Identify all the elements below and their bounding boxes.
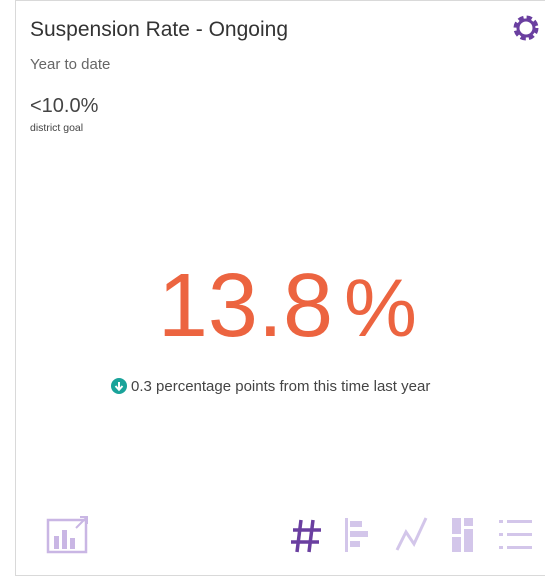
change-text: 0.3 percentage points from this time las… <box>131 378 430 395</box>
metric-value: 13.8 <box>158 256 333 356</box>
change-icon <box>111 378 127 394</box>
metric-unit: % <box>344 263 417 354</box>
list-view-icon[interactable] <box>499 520 532 549</box>
goal: <10.0% <box>30 95 99 117</box>
stacked-view-icon[interactable] <box>452 518 473 552</box>
goal-label: district goal <box>30 122 83 134</box>
card-border <box>15 0 545 576</box>
settings-icon[interactable] <box>513 15 539 41</box>
line-view-icon[interactable] <box>395 517 428 551</box>
export-chart-icon[interactable] <box>46 516 88 554</box>
bar-view-icon[interactable] <box>345 518 368 552</box>
period: Year to date <box>30 56 110 73</box>
number-view-icon[interactable] <box>291 519 321 553</box>
card-title: Suspension Rate - Ongoing <box>30 18 288 41</box>
